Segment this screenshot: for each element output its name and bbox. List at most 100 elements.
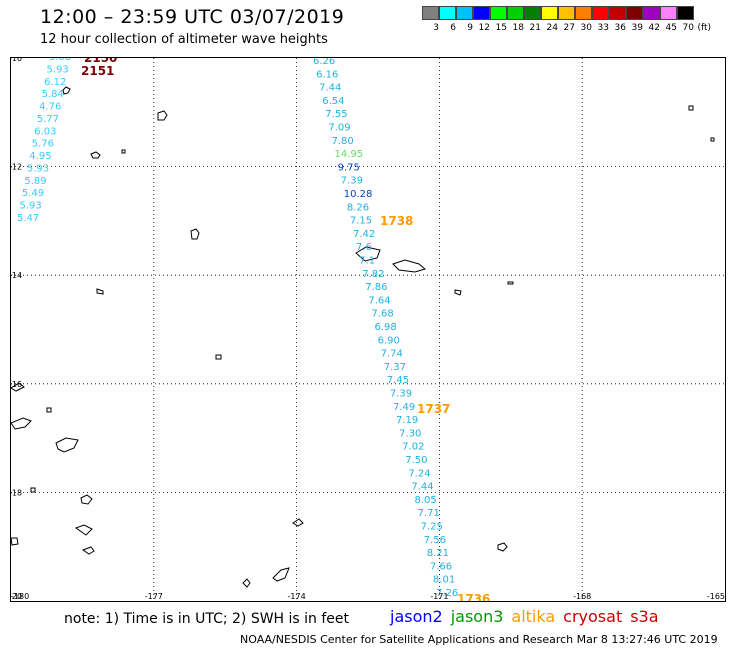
wave-height-value: 5.77: [37, 114, 59, 125]
scale-swatch: [575, 6, 592, 20]
wave-height-value: 7.44: [319, 83, 341, 94]
scale-swatch: [626, 6, 643, 20]
wave-height-value: 5.89: [24, 176, 46, 187]
island-outline: [688, 105, 694, 111]
wave-height-value: 7.49: [393, 402, 415, 413]
wave-height-value: 6.16: [316, 69, 338, 80]
scale-swatch: [660, 6, 677, 20]
map-panel: 5.085.936.125.844.765.776.035.764.955.93…: [9, 51, 726, 606]
wave-height-value: 10.28: [344, 189, 373, 200]
island-outline: [55, 437, 79, 453]
island-outline: [74, 524, 93, 536]
time-label: 1737: [417, 402, 450, 416]
wave-height-value: 7.74: [381, 349, 403, 360]
scale-label: 27: [563, 23, 575, 33]
wave-height-value: 7.37: [384, 362, 406, 373]
wave-height-value: 14.95: [335, 149, 364, 160]
scale-swatch: [592, 6, 609, 20]
wave-height-value: 5.93: [47, 64, 69, 75]
island-outline: [157, 110, 168, 121]
island-outline: [10, 382, 25, 392]
island-outline: [96, 288, 104, 295]
island-outline: [272, 567, 290, 582]
lon-label: -180: [11, 592, 29, 601]
scale-swatch: [507, 6, 524, 20]
scale-label: 36: [614, 23, 626, 33]
scale-label: 45: [665, 23, 677, 33]
scale-swatch: [609, 6, 626, 20]
scale-label: 12: [478, 23, 490, 33]
wave-height-value: 7.56: [424, 535, 446, 546]
island-outlines: [10, 86, 715, 588]
wave-height-value: 4.95: [29, 151, 51, 162]
island-outline: [62, 86, 71, 95]
island-outline: [121, 149, 126, 154]
lon-label: -174: [288, 592, 306, 601]
map-subtitle: 12 hour collection of altimeter wave hei…: [40, 32, 328, 47]
wave-height-value: 7.50: [405, 455, 427, 466]
scale-label: 3: [433, 23, 439, 33]
lon-label: -171: [430, 592, 448, 601]
lon-label: -177: [145, 592, 163, 601]
lat-label: -18: [11, 488, 22, 497]
wave-height-value: 7.66: [430, 561, 452, 572]
lat-label: -10: [11, 58, 22, 63]
scale-label: 39: [631, 23, 643, 33]
island-outline: [710, 137, 715, 142]
island-outline: [497, 542, 508, 552]
scale-label: 42: [648, 23, 660, 33]
wave-height-value: 7.55: [325, 109, 347, 120]
scale-swatch: [456, 6, 473, 20]
time-label: 2151: [81, 64, 114, 78]
wave-height-tracks: 5.085.936.125.844.765.776.035.764.955.93…: [17, 52, 458, 599]
wave-height-value: 7.6: [356, 242, 372, 253]
island-outline: [10, 537, 19, 546]
wave-height-value: 8.01: [433, 575, 455, 586]
wave-height-value: 5.93: [19, 201, 41, 212]
wave-height-value: 7.39: [341, 176, 363, 187]
lat-label: -20: [11, 592, 22, 601]
wave-height-value: 7.19: [396, 415, 418, 426]
wave-height-value: 7.1: [359, 256, 375, 267]
wave-height-value: 4.76: [39, 102, 61, 113]
scale-label: 6: [450, 23, 456, 33]
legend-item-altika: altika: [511, 607, 556, 626]
wave-height-value: 8.05: [414, 495, 436, 506]
time-label: 1736: [457, 592, 490, 601]
wave-height-value: 7.39: [390, 389, 412, 400]
island-outline: [190, 228, 200, 240]
scale-swatch: [422, 6, 439, 20]
island-outline: [392, 259, 427, 273]
island-outline: [292, 518, 304, 527]
time-label: 1738: [380, 214, 413, 228]
scale-label: 9: [467, 23, 473, 33]
lon-label: -168: [573, 592, 591, 601]
island-outline: [507, 281, 514, 285]
credit-line: NOAA/NESDIS Center for Satellite Applica…: [240, 633, 718, 646]
scale-label: 70: [682, 23, 694, 33]
lon-label: -165: [707, 592, 725, 601]
wave-height-value: 7.24: [408, 468, 430, 479]
wave-height-value: 5.93: [27, 163, 49, 174]
lat-lon-grid: [11, 58, 725, 601]
color-scale-labels: 3 6 9 12 15 18 21 24 27 30 33 36 39 42 45 70 (ft): [422, 23, 711, 33]
scale-swatch: [541, 6, 558, 20]
scale-label: 21: [529, 23, 541, 33]
wave-height-value: 6.12: [44, 77, 66, 88]
island-outline: [90, 151, 101, 159]
wave-height-value: 5.08: [49, 58, 71, 63]
scale-swatch: [473, 6, 490, 20]
wave-height-value: 7.42: [353, 229, 375, 240]
wave-height-value: 7.44: [411, 482, 433, 493]
lat-label: -12: [11, 163, 22, 172]
legend-item-cryosat: cryosat: [563, 607, 623, 626]
wave-height-value: 7.71: [418, 508, 440, 519]
wave-height-value: 7.30: [399, 428, 421, 439]
wave-height-value: 7.86: [365, 282, 387, 293]
wave-height-value: 6.03: [34, 126, 56, 137]
wave-height-value: 7.02: [402, 442, 424, 453]
scale-swatch: [524, 6, 541, 20]
lat-label: -14: [11, 271, 22, 280]
map-canvas: 5.085.936.125.844.765.776.035.764.955.93…: [9, 51, 725, 606]
